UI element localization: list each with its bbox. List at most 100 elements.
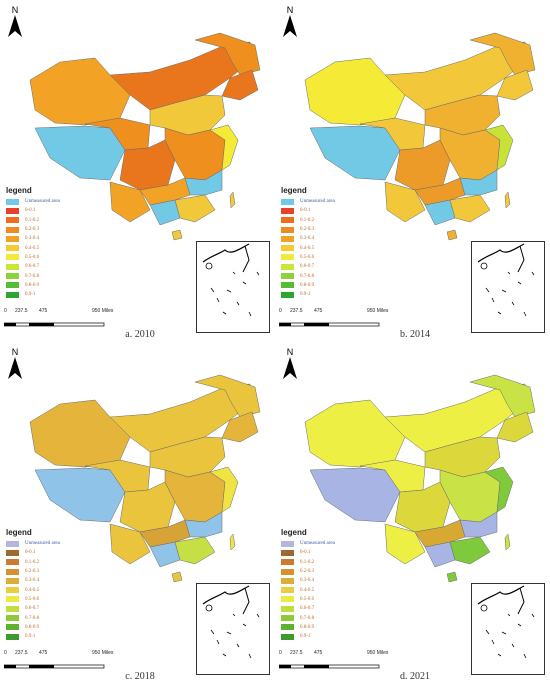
legend-swatch xyxy=(6,245,19,252)
legend-item: 0-0.1 xyxy=(281,548,335,557)
legend-item: 0-0.1 xyxy=(6,206,60,215)
legend-label: 0.3-0.4 xyxy=(25,236,40,242)
legend-swatch xyxy=(281,577,294,584)
north-central-region xyxy=(424,436,501,478)
east-coast-region xyxy=(484,466,514,513)
legend-label: 0.9-1 xyxy=(300,292,311,298)
legend-label: 0.8-0.9 xyxy=(300,282,315,288)
legend-swatch xyxy=(6,540,19,547)
legend-label: 0.6-0.7 xyxy=(25,264,40,270)
legend-title: legend xyxy=(6,186,32,195)
north-central-region xyxy=(149,436,226,478)
legend-item: 0.9-1 xyxy=(6,290,60,299)
north-arrow-icon xyxy=(8,357,22,379)
xinjiang-region xyxy=(304,399,406,468)
legend-swatch xyxy=(281,605,294,612)
xinjiang-region xyxy=(29,399,131,468)
yunnan-region xyxy=(109,181,151,223)
legend-label: 0.5-0.6 xyxy=(300,596,315,602)
legend-item: 0.2-0.3 xyxy=(281,225,335,234)
legend-items: Unmeasured area 0-0.1 0.1-0.2 0.2-0.3 0.3-0.… xyxy=(281,539,335,641)
legend-item: 0.9-1 xyxy=(281,632,335,641)
sichuan-region xyxy=(394,139,451,191)
legend-items: Unmeasured area 0-0.1 0.1-0.2 0.2-0.3 0.3-0.… xyxy=(6,197,60,299)
north-central-region xyxy=(149,94,226,136)
scale-bar-graphic xyxy=(3,664,105,669)
legend-item: 0.1-0.2 xyxy=(281,216,335,225)
legend-label: 0-0.1 xyxy=(300,208,311,214)
north-arrow: N xyxy=(8,347,22,384)
legend-swatch xyxy=(281,217,294,224)
legend-label: Unmeasured area xyxy=(300,199,335,205)
north-central-region xyxy=(424,94,501,136)
legend-label: 0.2-0.3 xyxy=(25,227,40,233)
scale-label-1: 237.5 xyxy=(290,650,303,656)
china-map-2021 xyxy=(304,374,536,583)
legend-item: Unmeasured area xyxy=(281,539,335,548)
legend-item: 0.3-0.4 xyxy=(281,576,335,585)
guizhou-hunan-region xyxy=(414,177,466,206)
legend-item: 0.8-0.9 xyxy=(281,623,335,632)
taiwan-island xyxy=(504,533,511,551)
inset-map xyxy=(477,243,535,317)
guangdong-region xyxy=(449,536,491,565)
legend-item: 0.5-0.6 xyxy=(281,253,335,262)
north-label: N xyxy=(286,347,294,357)
north-label: N xyxy=(286,5,294,15)
legend-item: 0.2-0.3 xyxy=(281,567,335,576)
scale-label-3: 950 Miles xyxy=(92,650,114,656)
legend-item: 0.4-0.5 xyxy=(6,585,60,594)
scale-bar-graphic xyxy=(278,664,380,669)
legend-label: 0.2-0.3 xyxy=(300,227,315,233)
legend-label: 0-0.1 xyxy=(25,550,36,556)
hainan-island xyxy=(171,571,183,583)
legend-label: 0.3-0.4 xyxy=(25,578,40,584)
map-panel-2021: N legend Unmeasured area 0-0.1 0.1-0.2 0.2-… xyxy=(275,342,550,684)
legend-swatch xyxy=(6,549,19,556)
scale-label-0: 0 xyxy=(279,650,282,656)
east-coast-region xyxy=(209,124,239,171)
legend-item: 0.3-0.4 xyxy=(281,234,335,243)
legend-swatch xyxy=(281,245,294,252)
legend-label: 0.5-0.6 xyxy=(300,254,315,260)
legend-swatch xyxy=(6,291,19,298)
legend-swatch xyxy=(281,587,294,594)
map-panel-2014: N legend Unmeasured area 0-0.1 0.1-0.2 0.2-… xyxy=(275,0,550,342)
legend-label: 0.4-0.5 xyxy=(25,587,40,593)
legend-item: 0.1-0.2 xyxy=(6,558,60,567)
legend-swatch xyxy=(281,568,294,575)
panel-caption: c. 2018 xyxy=(125,671,155,682)
legend-label: 0.7-0.8 xyxy=(300,273,315,279)
legend-swatch xyxy=(6,235,19,242)
legend-item: 0-0.1 xyxy=(281,206,335,215)
legend-swatch xyxy=(6,615,19,622)
jilin-liaoning-region xyxy=(221,411,259,443)
legend-item: 0.1-0.2 xyxy=(281,558,335,567)
hainan-island xyxy=(171,229,183,241)
north-arrow-icon xyxy=(283,357,297,379)
map-panel-2010: N legend Unmeasured area 0-0.1 0.1-0.2 0.2-… xyxy=(0,0,275,342)
legend-item: 0.4-0.5 xyxy=(6,243,60,252)
scale-bar: 0 237.5 475 950 Miles xyxy=(3,308,114,333)
legend-item: 0.7-0.8 xyxy=(281,271,335,280)
legend-label: 0.3-0.4 xyxy=(300,236,315,242)
jilin-liaoning-region xyxy=(221,69,259,101)
legend-swatch xyxy=(6,577,19,584)
legend-label: 0.7-0.8 xyxy=(25,273,40,279)
south-china-sea-inset xyxy=(196,241,270,333)
legend-swatch xyxy=(6,568,19,575)
legend-swatch xyxy=(6,207,19,214)
xizang-region xyxy=(309,125,401,181)
sichuan-region xyxy=(119,481,176,533)
legend-label: 0.7-0.8 xyxy=(25,615,40,621)
guizhou-hunan-region xyxy=(414,519,466,548)
guangdong-region xyxy=(174,194,216,223)
legend-swatch xyxy=(281,559,294,566)
legend-label: Unmeasured area xyxy=(300,541,335,547)
guangdong-region xyxy=(449,194,491,223)
legend-item: 0.8-0.9 xyxy=(6,623,60,632)
north-arrow: N xyxy=(283,347,297,384)
scale-labels: 0 237.5 475 950 Miles xyxy=(279,308,389,315)
legend-swatch xyxy=(281,254,294,261)
east-coast-region xyxy=(484,124,514,171)
